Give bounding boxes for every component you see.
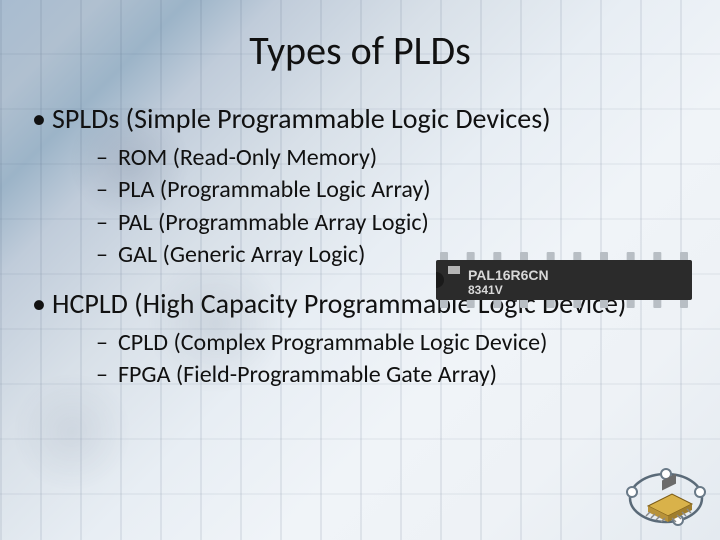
sub-pal: PAL (Programmable Array Logic) xyxy=(52,207,702,239)
slide-title: Types of PLDs xyxy=(18,26,702,75)
pal-chip-image: PAL16R6CN 8341V xyxy=(430,250,698,310)
bullet-list: SPLDs (Simple Programmable Logic Devices… xyxy=(18,101,702,391)
sub-rom: ROM (Read-Only Memory) xyxy=(52,142,702,174)
slide-container: Types of PLDs SPLDs (Simple Programmable… xyxy=(0,0,720,540)
svg-text:8341V: 8341V xyxy=(468,283,503,297)
sub-fpga: FPGA (Field-Programmable Gate Array) xyxy=(52,359,702,391)
sub-cpld: CPLD (Complex Programmable Logic Device) xyxy=(52,327,702,359)
hcpld-sublist: CPLD (Complex Programmable Logic Device)… xyxy=(52,327,702,392)
bullet-splds: SPLDs (Simple Programmable Logic Devices… xyxy=(18,101,702,272)
corner-chip-logo-icon xyxy=(622,462,710,532)
bullet-splds-text: SPLDs (Simple Programmable Logic Devices… xyxy=(52,101,551,136)
svg-text:PAL16R6CN: PAL16R6CN xyxy=(468,267,549,283)
sub-pla: PLA (Programmable Logic Array) xyxy=(52,174,702,206)
